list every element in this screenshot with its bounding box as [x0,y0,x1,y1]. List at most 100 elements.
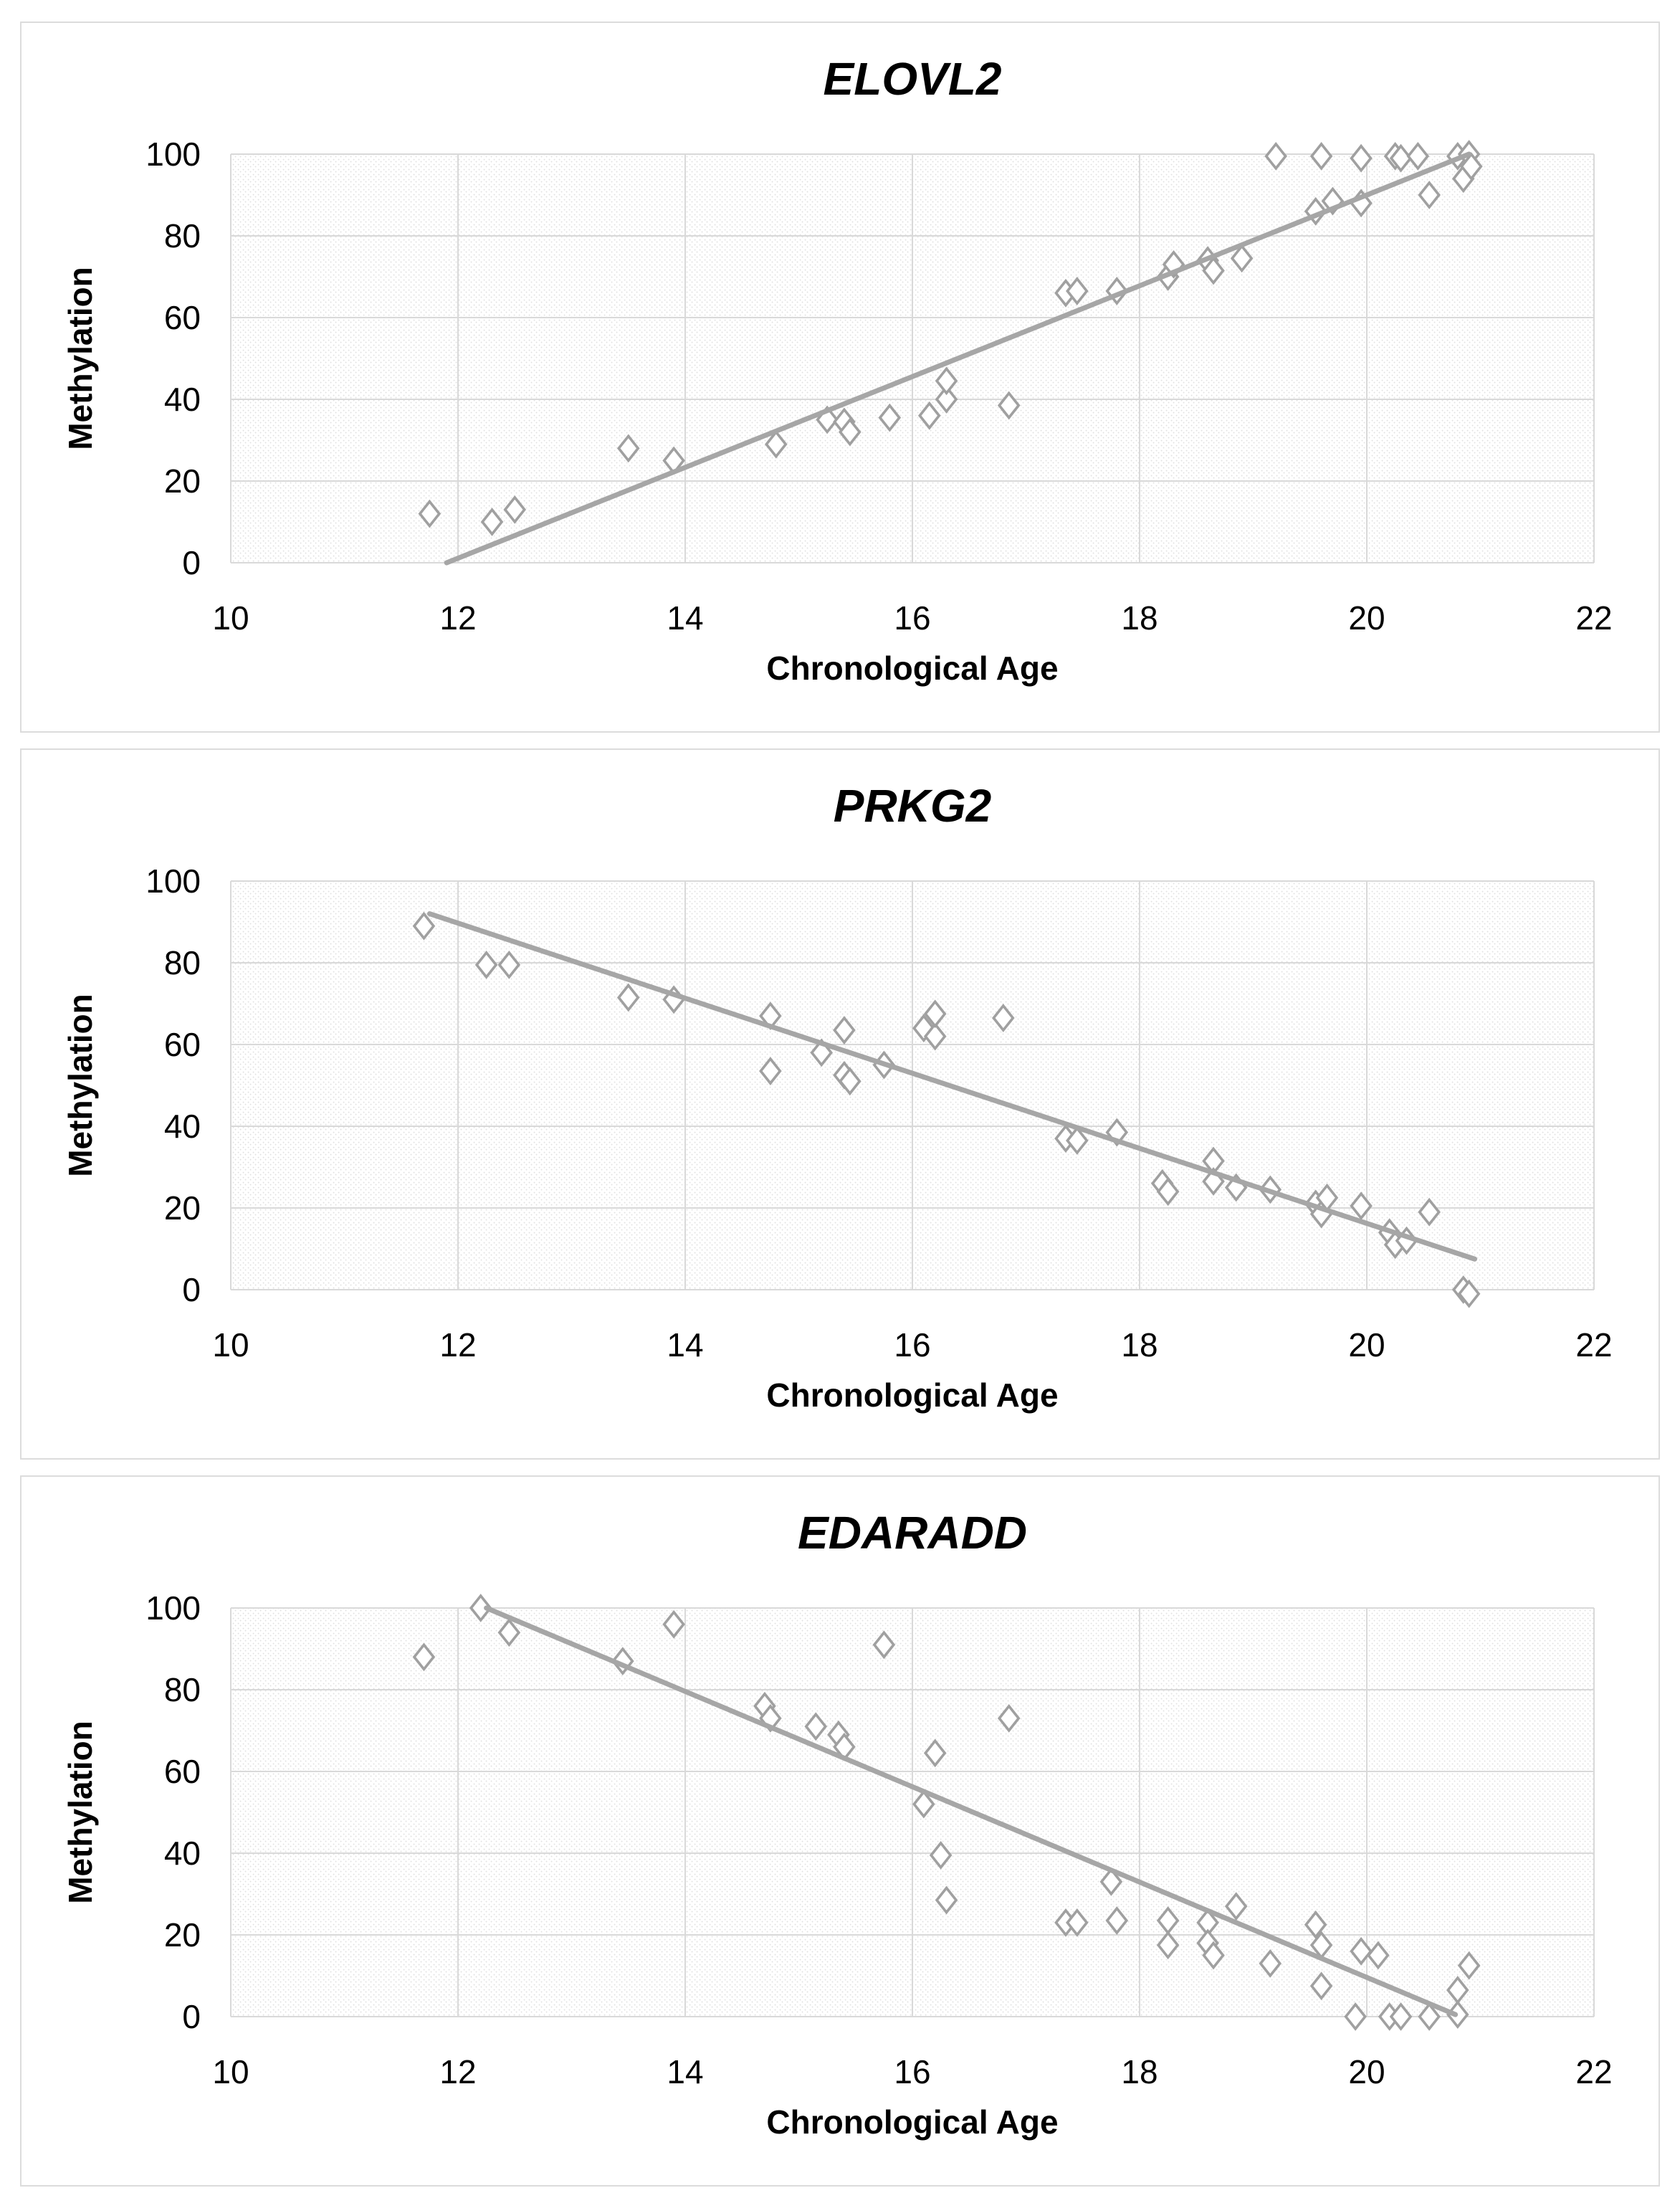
data-point-marker [662,1609,685,1639]
x-tick-label: 18 [1121,1326,1158,1364]
chart-title: ELOVL2 [824,53,1002,105]
x-tick-label: 18 [1121,2053,1158,2090]
x-axis-title: Chronological Age [766,650,1058,687]
y-tick-label: 40 [164,381,201,418]
x-axis-title: Chronological Age [766,1376,1058,1414]
data-point-marker [1066,1126,1089,1155]
data-point-marker [1202,1941,1225,1970]
y-tick-label: 80 [164,217,201,254]
data-point-marker [1367,1941,1390,1970]
data-point-marker [912,1789,935,1819]
data-point-marker [1389,143,1413,173]
x-tick-label: 14 [667,2053,703,2090]
y-tick-label: 100 [145,862,201,900]
x-tick-label: 22 [1575,599,1612,637]
y-tick-label: 20 [164,1916,201,1954]
data-point-marker [1264,141,1287,171]
data-point-marker [765,429,788,459]
data-point-marker [804,1712,828,1741]
data-point-marker [839,417,862,447]
y-tick-label: 60 [164,299,201,336]
data-point-marker [1309,141,1333,171]
data-point-marker [1457,1279,1481,1308]
y-tick-label: 80 [164,1671,201,1708]
data-point-marker [923,1022,947,1051]
data-point-marker [759,1057,782,1085]
data-point-marker [1309,1971,1333,2001]
data-point-marker [1230,244,1254,273]
data-point-marker [917,401,941,430]
data-point-marker [1099,1868,1123,1896]
y-tick-label: 40 [164,1108,201,1145]
x-tick-label: 12 [439,2053,476,2090]
x-tick-label: 16 [894,599,930,637]
chart-title: PRKG2 [834,780,992,832]
y-tick-label: 40 [164,1835,201,1872]
data-point-marker [1350,1191,1373,1221]
x-tick-label: 14 [667,599,703,637]
data-point-marker [878,403,902,432]
y-tick-label: 60 [164,1026,201,1063]
x-tick-label: 20 [1348,599,1385,637]
data-point-marker [935,385,958,414]
data-point-marker [497,950,521,979]
x-axis-title: Chronological Age [766,2103,1058,2141]
y-axis-title: Methylation [62,267,99,450]
y-tick-label: 0 [182,1271,201,1308]
data-point-marker [992,1004,1015,1032]
data-point-marker [997,391,1021,420]
data-point-marker [1304,1910,1327,1939]
data-point-marker [1460,152,1483,181]
data-point-marker [480,508,504,536]
trendline [426,911,1478,1262]
x-tick-label: 12 [439,1326,476,1364]
data-point-marker [1066,277,1089,305]
data-point-marker [935,1885,958,1915]
y-tick-label: 0 [182,1998,201,2035]
data-point-marker [1224,1892,1248,1921]
data-point-marker [1418,1197,1441,1227]
data-point-marker [1156,1177,1180,1207]
data-point-marker [474,950,498,979]
data-point-marker [839,1067,862,1096]
x-tick-label: 20 [1348,1326,1385,1364]
y-tick-label: 20 [164,1189,201,1227]
data-point-marker [469,1594,492,1622]
x-tick-label: 10 [212,2053,249,2090]
trendline [484,1605,1459,2017]
x-tick-label: 20 [1348,2053,1385,2090]
edaradd-chart-canvas: 10 12 14 16 18 20 22 0 20 40 60 80 100 EDARADD Chron… [62,1507,1612,2141]
x-tick-label: 14 [667,1326,703,1364]
x-tick-label: 22 [1575,2053,1612,2090]
y-tick-label: 60 [164,1753,201,1790]
y-axis-title: Methylation [62,994,99,1177]
x-tick-label: 16 [894,1326,930,1364]
x-tick-label: 18 [1121,599,1158,637]
data-point-marker [412,1642,436,1672]
plot-layer: 10 12 14 16 18 20 22 0 20 40 60 80 100 [145,1589,1612,2090]
x-tick-label: 10 [212,1326,249,1364]
y-tick-label: 80 [164,944,201,981]
trendline [444,151,1472,566]
data-point-marker [616,434,640,463]
data-point-marker [1350,1936,1373,1966]
data-point-marker [1350,143,1373,173]
y-tick-label: 20 [164,462,201,500]
data-point-marker [1156,1931,1180,1960]
plot-layer: 10 12 14 16 18 20 22 0 20 40 60 80 100 [145,862,1612,1364]
data-point-marker [1105,1906,1129,1935]
data-point-marker [929,1840,953,1870]
data-point-marker [833,1016,856,1045]
y-tick-label: 100 [145,135,201,173]
data-point-marker [1259,1949,1282,1978]
data-point-marker [497,1618,521,1647]
data-point-marker [872,1630,896,1660]
data-point-marker [1389,2002,1413,2031]
data-point-marker [935,366,958,396]
chart-panel-edaradd: 10 12 14 16 18 20 22 0 20 40 60 80 100 EDARADD Chron… [20,1475,1660,2187]
x-tick-label: 22 [1575,1326,1612,1364]
chart-title: EDARADD [798,1507,1027,1559]
x-tick-label: 10 [212,599,249,637]
plot-layer: 10 12 14 16 18 20 22 0 20 40 60 80 100 [145,135,1612,637]
